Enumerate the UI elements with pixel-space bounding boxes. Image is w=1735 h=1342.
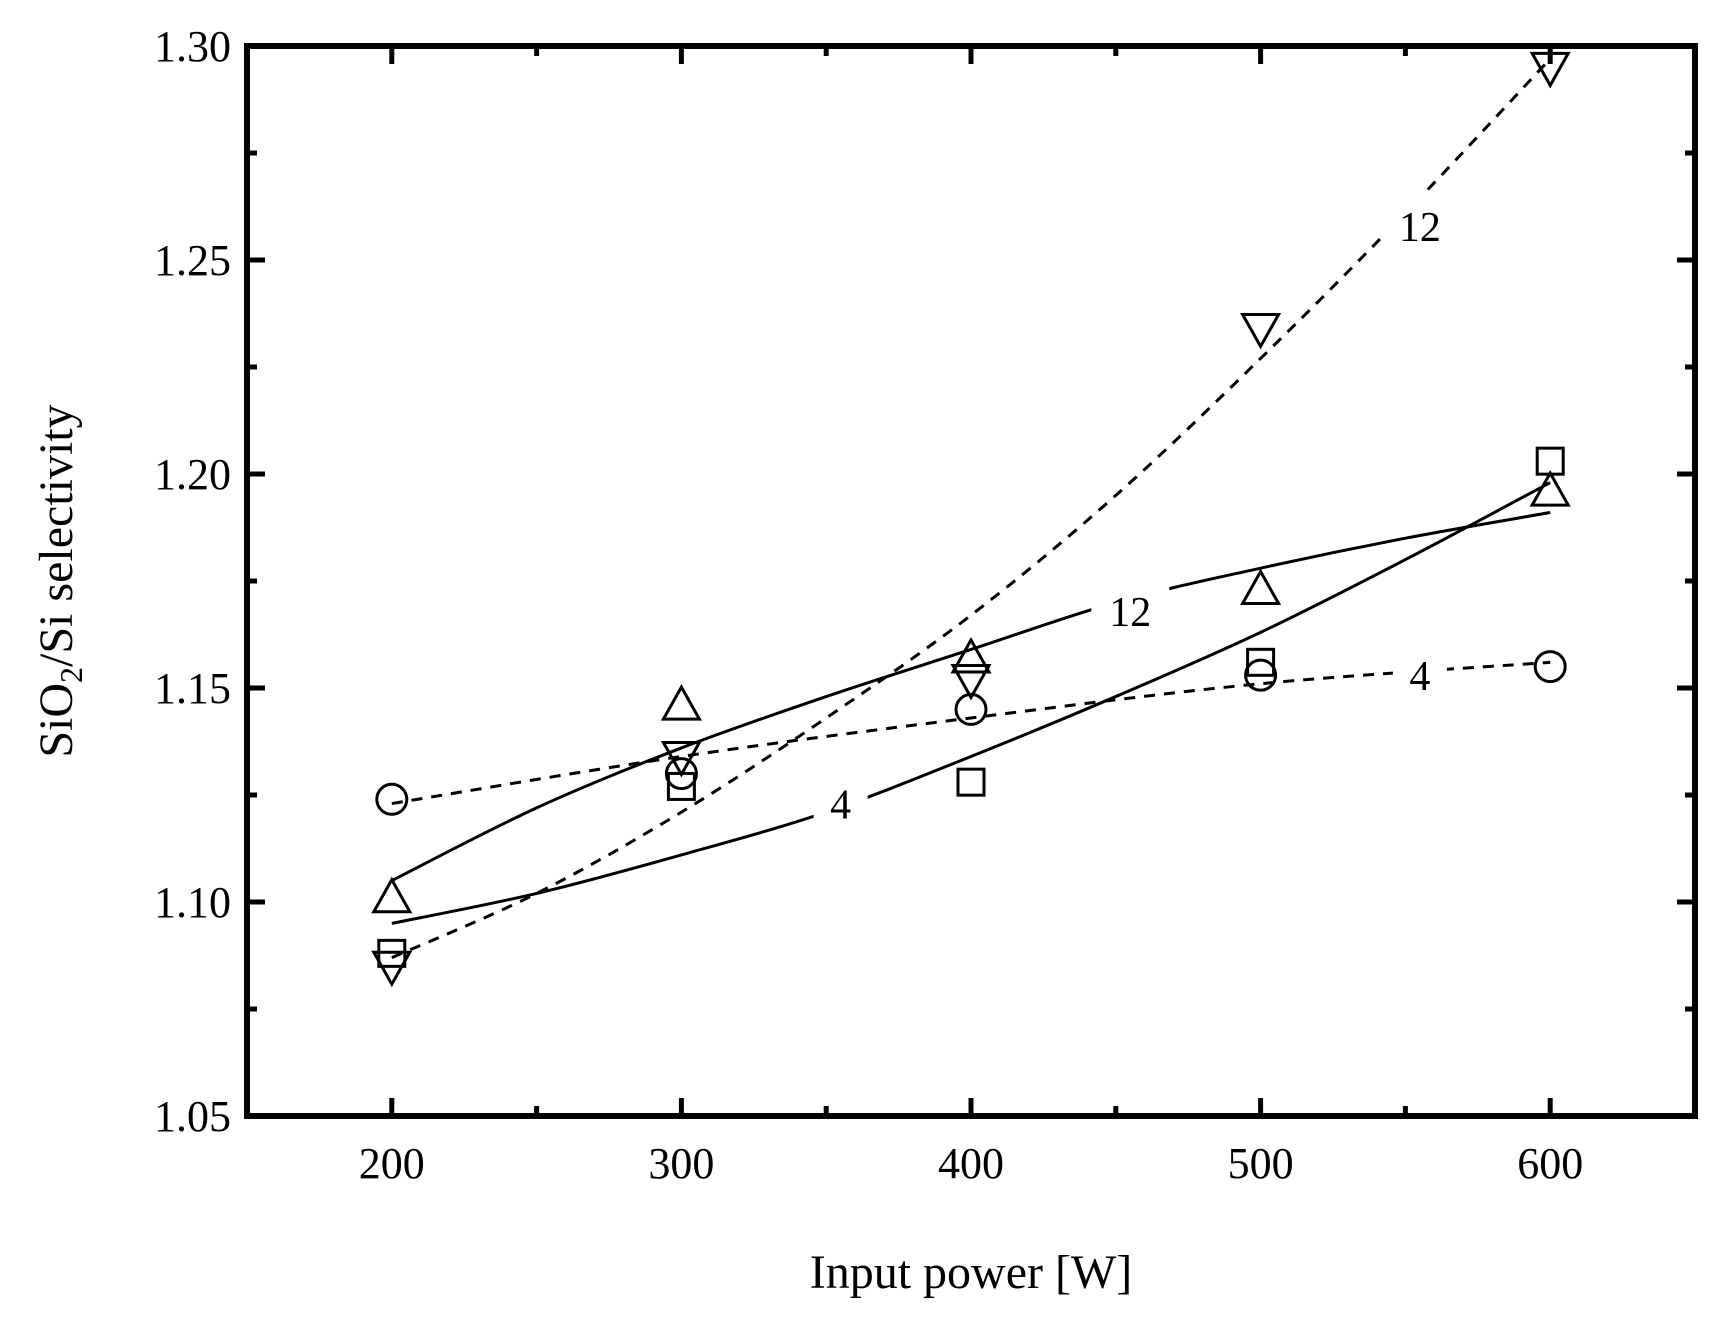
circle-marker	[664, 757, 698, 791]
y-axis-title-post: /Si selectivity	[30, 404, 83, 667]
curve-label-fit-12-dashed: 12	[1399, 205, 1441, 251]
fit-curves	[391, 57, 1552, 960]
circle-marker	[1533, 650, 1567, 684]
circle-marker	[1244, 658, 1278, 692]
triangle-up-marker	[1529, 470, 1571, 507]
curve-label-fit-4-dashed: 4	[1409, 654, 1430, 700]
fit-4-solid	[391, 481, 1551, 925]
data-markers	[371, 51, 1571, 988]
circle-marker	[375, 782, 409, 816]
x-tick-label: 500	[1228, 1139, 1294, 1188]
fit-12-solid	[391, 511, 1551, 882]
triangle-down-marker	[660, 740, 702, 778]
axis-tick-labels: 200 300 400 500 600 1.05 1.10 1.15 1.20 1.25 1.30	[154, 22, 1583, 1188]
curve-label-fit-4-solid: 4	[830, 783, 851, 829]
triangle-up-marker	[371, 876, 413, 914]
y-tick-label: 1.05	[154, 1092, 231, 1141]
triangle-down-marker	[1529, 51, 1571, 89]
curve-labels: 4 12 4 12	[830, 205, 1441, 829]
fit-4-dashed	[391, 660, 1551, 806]
square-marker	[956, 767, 986, 797]
x-tick-label: 300	[648, 1139, 714, 1188]
triangle-up-marker	[660, 684, 702, 721]
y-tick-label: 1.15	[154, 664, 231, 713]
square-marker	[1246, 647, 1276, 677]
x-tick-label: 600	[1517, 1139, 1583, 1188]
triangle-down-marker	[1240, 312, 1282, 350]
x-tick-label: 200	[359, 1139, 425, 1188]
triangle-up-marker	[950, 636, 992, 674]
y-tick-label: 1.30	[154, 22, 231, 71]
y-axis-title-pre: SiO	[30, 683, 83, 758]
y-tick-label: 1.20	[154, 450, 231, 499]
axis-ticks	[247, 46, 1695, 1116]
fit-12-dashed	[391, 57, 1552, 960]
triangle-up-marker	[1240, 568, 1282, 606]
plot-frame	[244, 43, 1698, 1119]
triangle-down-marker	[371, 950, 413, 988]
y-axis-title-sub: 2	[53, 667, 89, 683]
x-axis-title: Input power [W]	[810, 1246, 1133, 1299]
x-tick-label: 400	[938, 1139, 1004, 1188]
y-tick-label: 1.25	[154, 236, 231, 285]
triangle-down-marker	[950, 663, 992, 701]
curve-label-fit-12-solid: 12	[1109, 590, 1151, 636]
y-axis-title: SiO2/Si selectivity	[30, 404, 89, 757]
y-tick-label: 1.10	[154, 878, 231, 927]
